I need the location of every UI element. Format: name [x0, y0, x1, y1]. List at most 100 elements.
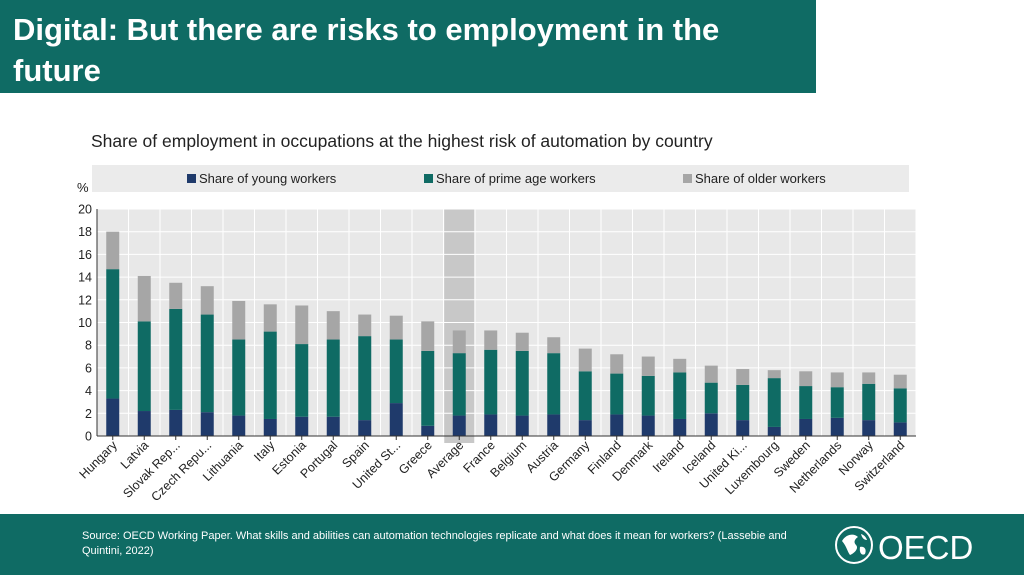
x-tick-label: Italy — [251, 438, 278, 465]
bar-segment-older — [389, 315, 403, 340]
bar-segment-young — [515, 415, 529, 436]
bar-segment-prime — [893, 388, 907, 423]
y-tick-label: 16 — [78, 248, 92, 262]
bar-segment-older — [610, 354, 624, 374]
bar-segment-prime — [358, 336, 372, 421]
bar-segment-older — [578, 348, 592, 372]
bar-segment-older — [830, 372, 844, 388]
y-tick-label: 8 — [85, 339, 92, 353]
bar-segment-prime — [106, 269, 120, 399]
bar-segment-young — [767, 426, 781, 436]
bar-segment-young — [830, 417, 844, 436]
bar-segment-prime — [578, 371, 592, 421]
bar-segment-prime — [799, 386, 813, 419]
bar-segment-young — [673, 418, 687, 436]
bar-segment-young — [452, 415, 466, 436]
title-banner: Digital: But there are risks to employme… — [0, 0, 816, 93]
bar-segment-prime — [452, 353, 466, 416]
y-tick-label: 12 — [78, 293, 92, 307]
logo-wordmark: OECD — [878, 529, 973, 565]
bar-segment-older — [169, 282, 183, 309]
bar-segment-young — [799, 418, 813, 436]
bar-segment-prime — [389, 339, 403, 404]
bar-segment-older — [767, 370, 781, 379]
bar-segment-prime — [704, 382, 718, 414]
legend-swatch-young — [187, 174, 196, 183]
legend-box — [92, 165, 909, 192]
bar-segment-young — [169, 409, 183, 436]
bar-segment-young — [326, 416, 340, 436]
bar-segment-young — [641, 415, 655, 436]
bar-segment-prime — [610, 373, 624, 415]
legend-label-prime: Share of prime age workers — [436, 171, 596, 186]
bar-segment-older — [326, 311, 340, 340]
bar-segment-prime — [767, 378, 781, 427]
bar-segment-older — [200, 286, 214, 315]
bar-segment-older — [358, 314, 372, 337]
oecd-logo: OECD — [835, 526, 973, 565]
bar-segment-prime — [169, 308, 183, 410]
bar-segment-older — [547, 337, 561, 354]
bar-segment-older — [673, 358, 687, 373]
bar-segment-prime — [200, 314, 214, 413]
bar-segment-older — [137, 275, 151, 322]
bar-segment-older — [232, 300, 246, 340]
bar-segment-prime — [641, 375, 655, 416]
bar-segment-older — [893, 374, 907, 389]
bar-segment-prime — [515, 350, 529, 416]
stacked-bar-chart: Share of employment in occupations at th… — [77, 131, 917, 504]
bar-segment-young — [547, 414, 561, 436]
bar-segment-older — [641, 356, 655, 376]
bar-segment-young — [421, 425, 435, 436]
y-tick-label: 4 — [85, 384, 92, 398]
bar-segment-young — [200, 412, 214, 436]
bar-segment-young — [232, 415, 246, 436]
bar-segment-prime — [421, 350, 435, 426]
source-note: Source: OECD Working Paper. What skills … — [82, 530, 787, 557]
x-tick-label: Hungary — [77, 438, 121, 482]
bar-segment-older — [704, 365, 718, 383]
bar-segment-prime — [862, 383, 876, 421]
bar-segment-young — [736, 420, 750, 436]
y-axis-unit: % — [77, 180, 89, 195]
bar-segment-prime — [736, 384, 750, 421]
globe-icon — [835, 526, 873, 564]
y-tick-label: 0 — [85, 430, 92, 444]
bar-segment-prime — [137, 321, 151, 412]
bar-segment-prime — [484, 349, 498, 415]
bar-segment-young — [893, 422, 907, 436]
bar-segment-prime — [547, 353, 561, 415]
bar-segment-young — [358, 420, 372, 436]
bar-segment-older — [421, 321, 435, 351]
slide-title: Digital: But there are risks to employme… — [13, 12, 720, 88]
bar-segment-older — [295, 305, 309, 345]
bar-segment-prime — [830, 387, 844, 418]
y-tick-label: 20 — [78, 203, 92, 217]
bar-segment-young — [263, 418, 277, 436]
bar-segment-young — [106, 398, 120, 436]
bar-segment-prime — [326, 339, 340, 417]
bar-segment-older — [799, 371, 813, 387]
bar-segment-older — [862, 372, 876, 384]
bar-segment-older — [484, 330, 498, 350]
bar-segment-young — [862, 420, 876, 436]
bar-segment-older — [263, 304, 277, 332]
legend-label-young: Share of young workers — [199, 171, 337, 186]
bar-segment-young — [389, 403, 403, 436]
bar-segment-prime — [673, 372, 687, 419]
y-tick-label: 6 — [85, 361, 92, 375]
x-tick-label: Ireland — [650, 438, 687, 475]
y-tick-label: 2 — [85, 407, 92, 421]
bar-segment-older — [452, 330, 466, 354]
bar-segment-young — [704, 413, 718, 436]
bar-segment-prime — [295, 344, 309, 417]
bar-segment-older — [106, 231, 120, 270]
y-tick-label: 14 — [78, 271, 92, 285]
legend-swatch-older — [683, 174, 692, 183]
footer-bar: Source: OECD Working Paper. What skills … — [0, 514, 1024, 575]
bar-segment-older — [515, 332, 529, 351]
y-tick-label: 18 — [78, 225, 92, 239]
bar-segment-prime — [232, 339, 246, 416]
y-tick-label: 10 — [78, 316, 92, 330]
